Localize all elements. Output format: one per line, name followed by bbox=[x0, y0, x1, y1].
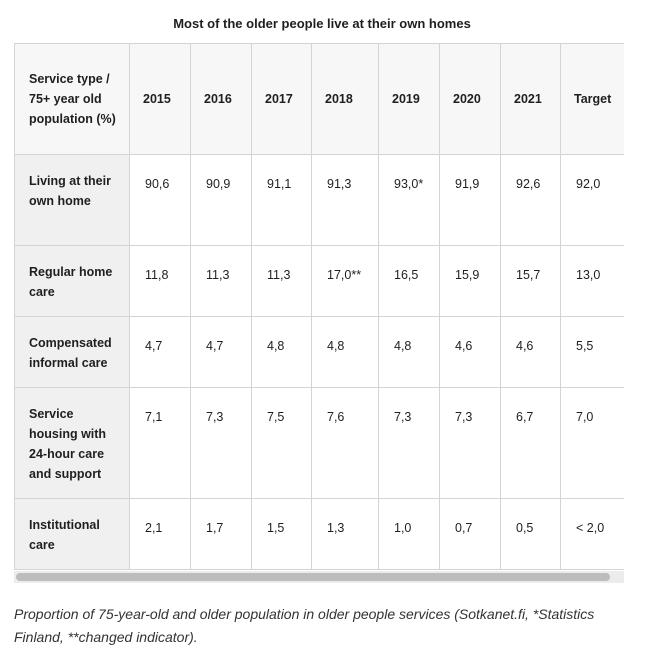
table-cell: 1,0 bbox=[378, 498, 440, 570]
table-cell: 7,5 bbox=[251, 387, 312, 499]
table-row: Regular home care 11,8 11,3 11,3 17,0** … bbox=[14, 245, 624, 317]
column-header: 2018 bbox=[311, 43, 379, 155]
table-cell: 13,0 bbox=[560, 245, 624, 317]
table-cell: 92,6 bbox=[500, 154, 561, 246]
table-cell: 2,1 bbox=[129, 498, 191, 570]
table-cell: 7,3 bbox=[439, 387, 501, 499]
table-row: Institutional care 2,1 1,7 1,5 1,3 1,0 0… bbox=[14, 498, 624, 570]
table-cell: 7,1 bbox=[129, 387, 191, 499]
scrollbar-thumb[interactable] bbox=[16, 573, 610, 581]
table-cell: 11,3 bbox=[251, 245, 312, 317]
column-header: 2016 bbox=[190, 43, 252, 155]
table-cell: 0,5 bbox=[500, 498, 561, 570]
table-caption: Proportion of 75-year-old and older popu… bbox=[14, 606, 595, 645]
table-cell: 4,6 bbox=[500, 316, 561, 388]
table-cell: 0,7 bbox=[439, 498, 501, 570]
column-header: 2015 bbox=[129, 43, 191, 155]
table-cell: 90,6 bbox=[129, 154, 191, 246]
table-cell: 16,5 bbox=[378, 245, 440, 317]
column-header: 2021 bbox=[500, 43, 561, 155]
table-row: Living at their own home 90,6 90,9 91,1 … bbox=[14, 154, 624, 246]
table-row: Service housing with 24-hour care and su… bbox=[14, 387, 624, 499]
table-scroll-container[interactable]: Service type / 75+ year old population (… bbox=[14, 43, 624, 570]
table-cell: 4,8 bbox=[378, 316, 440, 388]
services-table: Service type / 75+ year old population (… bbox=[14, 43, 624, 570]
table-cell: 5,5 bbox=[560, 316, 624, 388]
horizontal-scrollbar[interactable] bbox=[14, 571, 624, 583]
column-header: Target bbox=[560, 43, 624, 155]
table-cell: 1,5 bbox=[251, 498, 312, 570]
table-title: Most of the older people live at their o… bbox=[173, 16, 471, 31]
table-row: Compensated informal care 4,7 4,7 4,8 4,… bbox=[14, 316, 624, 388]
table-cell: 4,8 bbox=[311, 316, 379, 388]
column-header: 2019 bbox=[378, 43, 440, 155]
row-label: Institutional care bbox=[14, 498, 130, 570]
table-cell: 92,0 bbox=[560, 154, 624, 246]
header-service-type: Service type / 75+ year old population (… bbox=[14, 43, 130, 155]
table-cell: 15,7 bbox=[500, 245, 561, 317]
row-label: Regular home care bbox=[14, 245, 130, 317]
table-cell: 17,0** bbox=[311, 245, 379, 317]
table-cell: 1,3 bbox=[311, 498, 379, 570]
table-cell: 11,8 bbox=[129, 245, 191, 317]
table-cell: 90,9 bbox=[190, 154, 252, 246]
table-cell: 4,7 bbox=[190, 316, 252, 388]
table-cell: 4,8 bbox=[251, 316, 312, 388]
table-cell: 4,6 bbox=[439, 316, 501, 388]
table-cell: 93,0* bbox=[378, 154, 440, 246]
table-cell: 91,1 bbox=[251, 154, 312, 246]
column-header: 2017 bbox=[251, 43, 312, 155]
table-cell: 91,9 bbox=[439, 154, 501, 246]
table-cell: 7,3 bbox=[378, 387, 440, 499]
table-cell: 7,3 bbox=[190, 387, 252, 499]
header-row: Service type / 75+ year old population (… bbox=[14, 43, 624, 155]
table-cell: 6,7 bbox=[500, 387, 561, 499]
table-cell: 4,7 bbox=[129, 316, 191, 388]
table-cell: 1,7 bbox=[190, 498, 252, 570]
table-cell: 7,0 bbox=[560, 387, 624, 499]
column-header: 2020 bbox=[439, 43, 501, 155]
table-cell: 11,3 bbox=[190, 245, 252, 317]
row-label: Compensated informal care bbox=[14, 316, 130, 388]
row-label: Service housing with 24-hour care and su… bbox=[14, 387, 130, 499]
table-cell: < 2,0 bbox=[560, 498, 624, 570]
table-cell: 91,3 bbox=[311, 154, 379, 246]
table-cell: 7,6 bbox=[311, 387, 379, 499]
row-label: Living at their own home bbox=[14, 154, 130, 246]
table-cell: 15,9 bbox=[439, 245, 501, 317]
